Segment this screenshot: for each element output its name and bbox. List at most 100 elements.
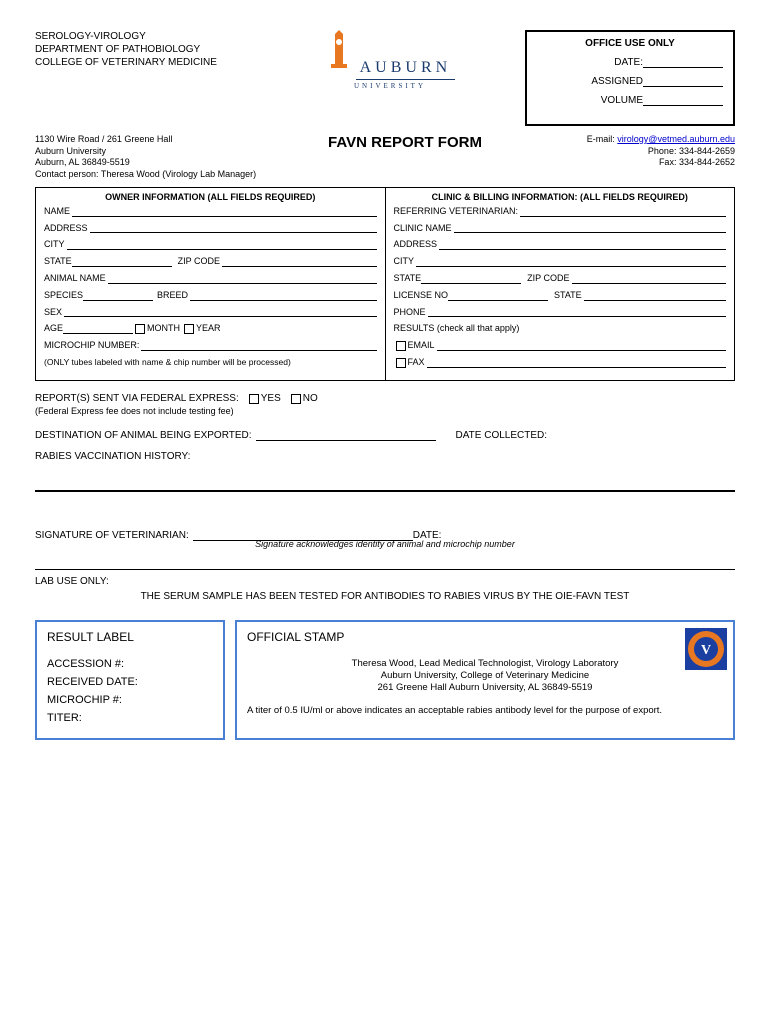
stamp-line: 261 Greene Hall Auburn University, AL 36… <box>247 682 723 694</box>
email-link[interactable]: virology@vetmed.auburn.edu <box>617 134 735 144</box>
owner-zip-label: ZIP CODE <box>178 256 220 267</box>
clinic-address-field[interactable] <box>439 240 726 250</box>
address-block: 1130 Wire Road / 261 Greene Hall Auburn … <box>35 134 275 181</box>
result-microchip-label: MICROCHIP #: <box>47 694 213 706</box>
phone-text: Phone: 334-844-2659 <box>535 146 735 158</box>
year-checkbox[interactable] <box>184 324 194 334</box>
species-field[interactable] <box>83 291 153 301</box>
fedex-note: (Federal Express fee does not include te… <box>35 406 735 416</box>
month-label: MONTH <box>147 323 180 334</box>
office-use-box: OFFICE USE ONLY DATE: ASSIGNED VOLUME <box>525 30 735 126</box>
breed-field[interactable] <box>190 291 376 301</box>
clinic-name-label: CLINIC NAME <box>394 223 452 234</box>
license-state-field[interactable] <box>584 291 726 301</box>
owner-state-field[interactable] <box>72 257 172 267</box>
owner-city-field[interactable] <box>67 240 377 250</box>
clinic-heading: CLINIC & BILLING INFORMATION: (ALL FIELD… <box>394 192 727 202</box>
animal-name-label: ANIMAL NAME <box>44 273 106 284</box>
date-collected-label: DATE COLLECTED: <box>456 430 548 441</box>
fax-text: Fax: 334-844-2652 <box>535 157 735 169</box>
dept-line: SEROLOGY-VIROLOGY <box>35 30 255 43</box>
divider <box>35 569 735 570</box>
result-heading: RESULT LABEL <box>47 630 213 644</box>
destination-field[interactable] <box>256 440 436 441</box>
stamp-line: Theresa Wood, Lead Medical Technologist,… <box>247 658 723 670</box>
sex-label: SEX <box>44 307 62 318</box>
owner-city-label: CITY <box>44 239 65 250</box>
auburn-logo: AUBURN UNIVERSITY <box>255 30 525 90</box>
addr-line: 1130 Wire Road / 261 Greene Hall <box>35 134 275 146</box>
owner-address-label: ADDRESS <box>44 223 88 234</box>
owner-zip-field[interactable] <box>222 257 376 267</box>
license-label: LICENSE NO <box>394 290 449 301</box>
office-date-field[interactable] <box>643 67 723 68</box>
microchip-label: MICROCHIP NUMBER: <box>44 340 139 351</box>
license-field[interactable] <box>448 291 548 301</box>
contact-block: E-mail: virology@vetmed.auburn.edu Phone… <box>535 134 735 169</box>
sex-field[interactable] <box>64 307 376 317</box>
owner-column: OWNER INFORMATION (ALL FIELDS REQUIRED) … <box>36 188 386 380</box>
office-assigned-field[interactable] <box>643 86 723 87</box>
fedex-no-checkbox[interactable] <box>291 394 301 404</box>
microchip-field[interactable] <box>141 341 376 351</box>
age-label: AGE <box>44 323 63 334</box>
signature-label: SIGNATURE OF VETERINARIAN: <box>35 530 189 541</box>
owner-heading: OWNER INFORMATION (ALL FIELDS REQUIRED) <box>44 192 377 202</box>
refvet-label: REFERRING VETERINARIAN: <box>394 206 519 217</box>
results-label: RESULTS (check all that apply) <box>394 323 520 334</box>
results-fax-label: FAX <box>408 357 425 368</box>
age-field[interactable] <box>63 324 133 334</box>
lab-text: THE SERUM SAMPLE HAS BEEN TESTED FOR ANT… <box>35 591 735 602</box>
clinic-column: CLINIC & BILLING INFORMATION: (ALL FIELD… <box>386 188 735 380</box>
month-checkbox[interactable] <box>135 324 145 334</box>
species-label: SPECIES <box>44 290 83 301</box>
info-box: OWNER INFORMATION (ALL FIELDS REQUIRED) … <box>35 187 735 381</box>
results-fax-field[interactable] <box>427 358 726 368</box>
clinic-city-label: CITY <box>394 256 415 267</box>
results-email-field[interactable] <box>437 341 726 351</box>
animal-name-field[interactable] <box>108 274 377 284</box>
logo-subtext: UNIVERSITY <box>255 82 525 90</box>
titer-label: TITER: <box>47 712 213 724</box>
address-row: 1130 Wire Road / 261 Greene Hall Auburn … <box>35 134 735 181</box>
addr-line: Auburn, AL 36849-5519 <box>35 157 275 169</box>
stamp-body: Theresa Wood, Lead Medical Technologist,… <box>247 658 723 695</box>
owner-address-field[interactable] <box>90 223 377 233</box>
clinic-address-label: ADDRESS <box>394 239 438 250</box>
owner-name-field[interactable] <box>72 207 376 217</box>
owner-state-label: STATE <box>44 256 72 267</box>
clinic-phone-field[interactable] <box>428 307 726 317</box>
dept-line: DEPARTMENT OF PATHOBIOLOGY <box>35 43 255 56</box>
result-label-box: RESULT LABEL ACCESSION #: RECEIVED DATE:… <box>35 620 225 740</box>
clinic-zip-field[interactable] <box>572 274 726 284</box>
refvet-field[interactable] <box>520 207 726 217</box>
logo-text: AUBURN <box>356 59 456 80</box>
year-label: YEAR <box>196 323 221 334</box>
email-checkbox[interactable] <box>396 341 406 351</box>
stamp-heading: OFFICIAL STAMP <box>247 630 723 644</box>
divider <box>35 490 735 492</box>
clinic-zip-label: ZIP CODE <box>527 273 569 284</box>
owner-name-label: NAME <box>44 206 70 217</box>
clinic-name-field[interactable] <box>454 223 726 233</box>
clinic-city-field[interactable] <box>416 257 726 267</box>
fedex-no-label: NO <box>303 393 318 404</box>
office-assigned-label: ASSIGNED <box>591 76 643 87</box>
addr-line: Auburn University <box>35 146 275 158</box>
stamp-note: A titer of 0.5 IU/ml or above indicates … <box>247 705 723 717</box>
fedex-yes-label: YES <box>261 393 281 404</box>
fax-checkbox[interactable] <box>396 358 406 368</box>
results-email-label: EMAIL <box>408 340 435 351</box>
fedex-label: REPORT(S) SENT VIA FEDERAL EXPRESS: <box>35 393 239 404</box>
fedex-yes-checkbox[interactable] <box>249 394 259 404</box>
header-row: SEROLOGY-VIROLOGY DEPARTMENT OF PATHOBIO… <box>35 30 735 126</box>
clinic-state-field[interactable] <box>421 274 521 284</box>
owner-note: (ONLY tubes labeled with name & chip num… <box>44 357 377 367</box>
seal-icon: V <box>685 628 727 670</box>
received-label: RECEIVED DATE: <box>47 676 213 688</box>
accession-label: ACCESSION #: <box>47 658 213 670</box>
office-volume-field[interactable] <box>643 105 723 106</box>
official-stamp-box: OFFICIAL STAMP V Theresa Wood, Lead Medi… <box>235 620 735 740</box>
license-state-label: STATE <box>554 290 582 301</box>
mid-section: REPORT(S) SENT VIA FEDERAL EXPRESS: YES … <box>35 393 735 602</box>
